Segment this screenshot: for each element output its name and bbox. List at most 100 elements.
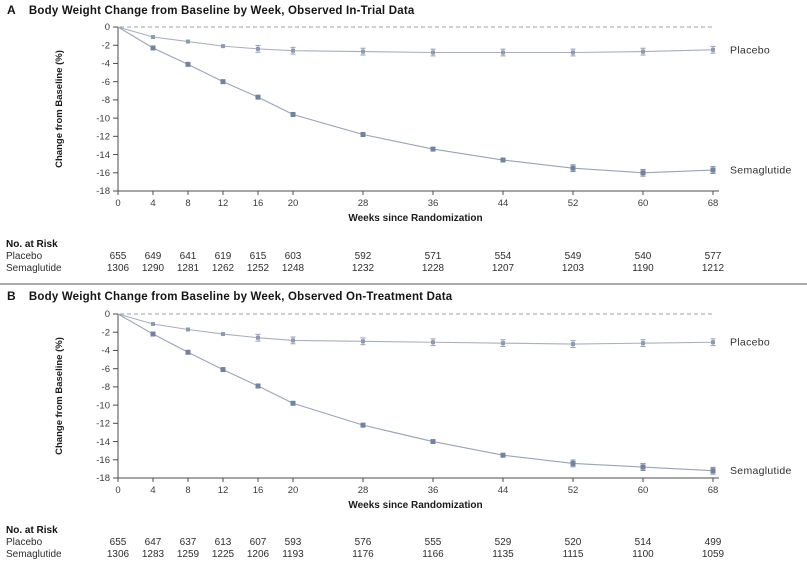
placebo-series [117,26,716,57]
x-tick-label: 44 [498,198,509,209]
risk-count: 637 [179,537,197,548]
risk-count: 592 [354,251,372,262]
series-label-semaglutide: Semaglutide [730,165,792,177]
x-tick-label: 16 [253,198,264,209]
semaglutide-marker [150,45,156,51]
placebo-marker [501,341,505,346]
semaglutide-marker [255,94,261,100]
semaglutide-marker [430,439,436,445]
risk-count: 1259 [176,549,200,560]
placebo-marker [291,338,295,343]
panel-a-chart: 0 -2 -4 -6 -8 -10 -12 -14 -16 -18 0 4 8 12 16 20 28 36 44 5… [54,22,792,224]
semaglutide-marker [220,79,226,85]
x-tick-label: 12 [218,198,229,209]
risk-count: 593 [284,537,302,548]
y-tick-label: -4 [102,346,110,357]
x-tick-label: 20 [288,485,299,496]
placebo-marker [501,50,505,55]
axes [113,26,719,195]
risk-row-name: Placebo [6,251,43,262]
x-axis-label: Weeks since Randomization [348,500,482,511]
risk-count: 540 [634,251,652,262]
panel-b-title: B Body Weight Change from Baseline by We… [7,289,452,303]
y-tick-label: 0 [105,309,110,320]
risk-count: 619 [214,251,232,262]
risk-count: 1207 [491,263,515,274]
y-axis-label: Change from Baseline (%) [54,50,65,168]
panel-b-letter: B [7,289,16,303]
risk-row-placebo: Placebo 655 647 637 613 607 593 576 555 529 520 514… [0,537,807,549]
risk-count: 1252 [246,263,270,274]
risk-count: 655 [109,251,127,262]
placebo-series [117,313,716,348]
y-tick-label: -14 [96,150,110,161]
placebo-marker [711,340,715,345]
x-tick-label: 4 [150,198,155,209]
risk-count: 1212 [701,263,725,274]
y-tick-label: -16 [96,168,110,179]
semaglutide-marker [185,61,191,67]
risk-count: 576 [354,537,372,548]
risk-count: 549 [564,251,582,262]
placebo-marker [256,46,260,51]
semaglutide-marker [290,111,296,117]
y-tick-label: -2 [102,327,110,338]
x-tick-label: 68 [708,485,719,496]
x-tick-label: 60 [638,485,649,496]
risk-table-label: No. at Risk [6,525,58,536]
semaglutide-marker [255,383,261,389]
semaglutide-line [117,313,714,472]
risk-count: 1283 [141,549,165,560]
placebo-marker [641,341,645,346]
placebo-marker [256,335,260,340]
risk-row-semaglutide: Semaglutide 1306 1283 1259 1225 1206 1193 1176 1… [0,549,807,561]
x-tick-label: 28 [358,198,369,209]
placebo-marker [431,50,435,55]
placebo-marker [221,332,225,337]
semaglutide-marker [185,349,191,355]
semaglutide-marker [710,468,716,474]
placebo-line [117,313,714,345]
x-tick-label: 8 [185,485,190,496]
semaglutide-marker [500,452,506,458]
x-tick-label: 0 [115,485,120,496]
risk-count: 1190 [632,263,654,274]
y-tick-label: 0 [105,22,110,33]
panel-b-title-text: Body Weight Change from Baseline by Week… [28,291,453,303]
semaglutide-marker [570,460,576,466]
risk-count: 615 [249,251,267,262]
panel-b-chart: 0 -2 -4 -6 -8 -10 -12 -14 -16 -18 0 4 8 12 16 20 28 36 44 5… [54,309,791,511]
semaglutide-series [117,313,716,475]
panel-a-letter: A [7,3,16,17]
y-tick-label: -8 [102,95,110,106]
risk-count: 571 [424,251,442,262]
risk-count: 1262 [211,263,235,274]
risk-count: 1135 [492,549,514,560]
x-tick-label: 4 [150,485,155,496]
risk-count: 1248 [281,263,305,274]
placebo-marker [186,327,190,332]
placebo-marker [221,44,225,49]
risk-table-label: No. at Risk [6,239,58,250]
x-tick-label: 12 [218,485,229,496]
placebo-marker [291,48,295,53]
placebo-marker [711,47,715,52]
x-axis-label: Weeks since Randomization [348,213,482,224]
series-label-placebo: Placebo [730,44,770,56]
semaglutide-series [117,26,716,177]
semaglutide-marker [290,400,296,406]
axes [113,313,719,482]
x-tick-label: 36 [428,198,439,209]
risk-count: 1206 [246,549,270,560]
risk-count: 1100 [632,549,654,560]
y-tick-label: -4 [102,59,110,70]
risk-row-name: Placebo [6,537,43,548]
risk-count: 655 [109,537,127,548]
risk-count: 649 [144,251,162,262]
risk-count: 529 [494,537,512,548]
x-tick-label: 28 [358,485,369,496]
risk-count: 514 [634,537,652,548]
semaglutide-marker [500,157,506,163]
x-tick-label: 16 [253,485,264,496]
